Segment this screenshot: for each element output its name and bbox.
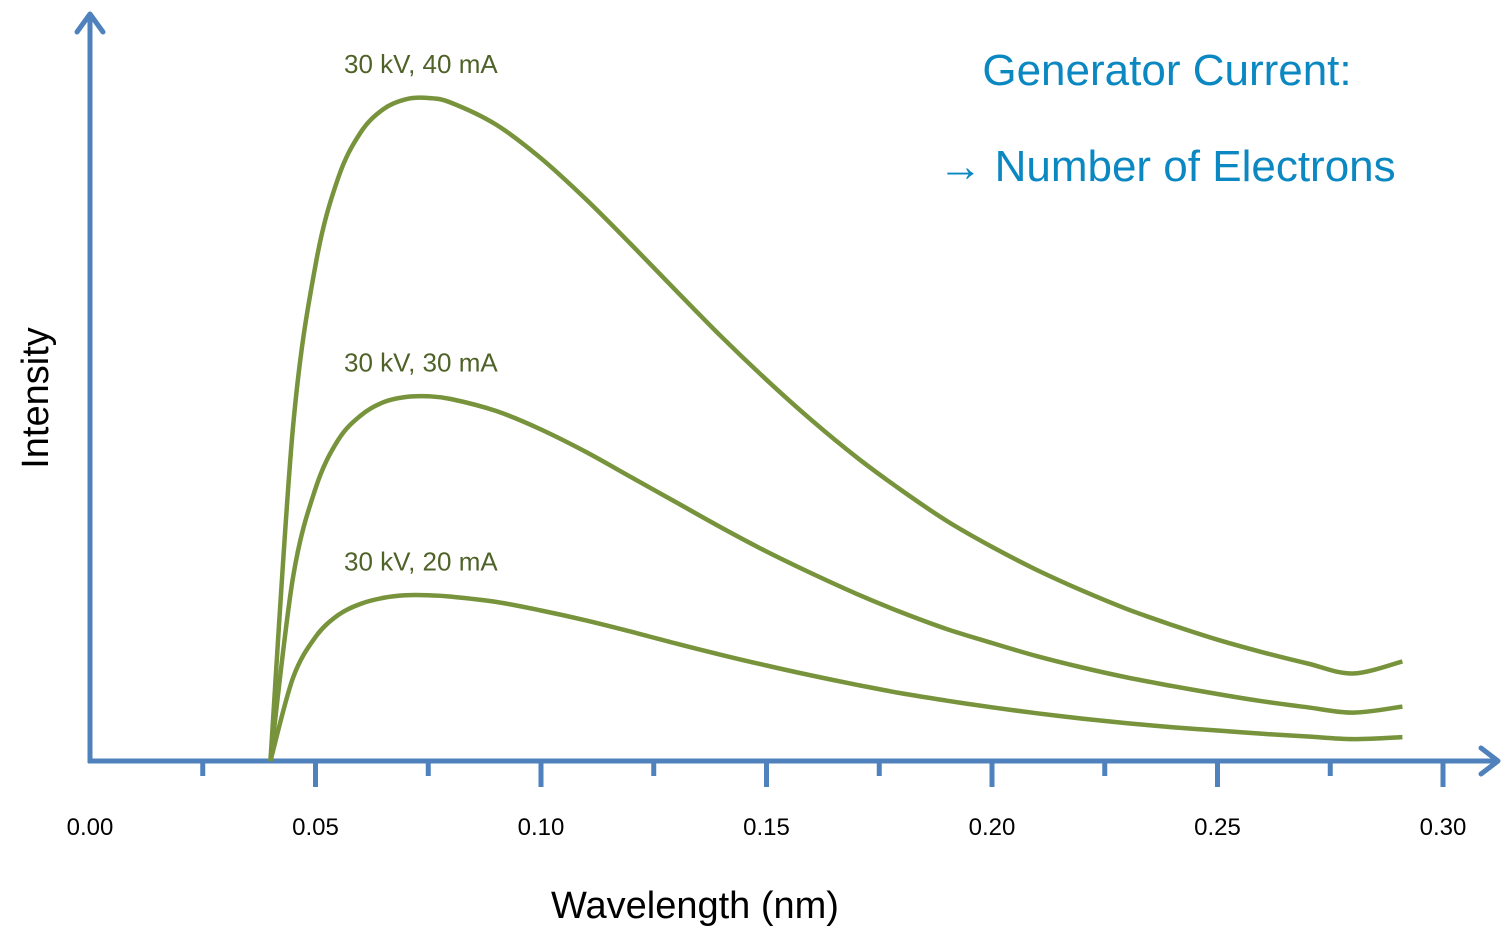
x-tick-label: 0.25: [1194, 814, 1241, 841]
series-label: 30 kV, 30 mA: [344, 347, 498, 377]
x-tick-label: 0.30: [1420, 814, 1467, 841]
x-tick-label: 0.05: [292, 814, 339, 841]
x-tick-label: 0.00: [67, 814, 114, 841]
x-axis-arrow-head: [1478, 745, 1501, 777]
series-labels: 30 kV, 40 mA 30 kV, 30 mA 30 kV, 20 mA: [344, 49, 498, 576]
series-line: [268, 393, 1403, 762]
x-axis-title: Wavelength (nm): [551, 885, 839, 927]
series-label: 30 kV, 20 mA: [344, 546, 498, 576]
x-tick-label: 0.15: [743, 814, 790, 841]
axes: [74, 11, 1501, 787]
series-line: [268, 592, 1403, 762]
curves: [268, 95, 1403, 762]
x-tick-label: 0.20: [969, 814, 1016, 841]
x-tick-labels: 0.00 0.05 0.10 0.15 0.20 0.25 0.30: [67, 814, 1467, 841]
y-axis-arrow-head: [74, 11, 106, 35]
series-label: 30 kV, 40 mA: [344, 49, 498, 79]
series-line: [268, 95, 1403, 762]
annotation-line-1: Generator Current:: [982, 46, 1351, 95]
annotation-line-2: → Number of Electrons: [938, 142, 1395, 191]
x-tick-label: 0.10: [518, 814, 565, 841]
y-axis-title: Intensity: [15, 327, 57, 469]
